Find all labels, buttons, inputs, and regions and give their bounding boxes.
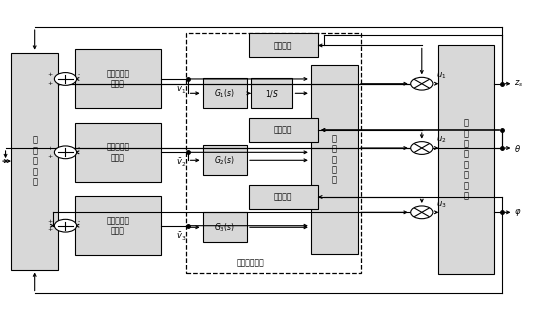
Text: $G_1(s)$: $G_1(s)$ bbox=[214, 87, 235, 100]
Circle shape bbox=[54, 73, 77, 85]
Text: 支持向量机逆: 支持向量机逆 bbox=[237, 258, 265, 267]
Text: 内部模型: 内部模型 bbox=[274, 125, 292, 135]
Text: +: + bbox=[48, 146, 53, 151]
Text: 侧偈角速度
调节器: 侧偈角速度 调节器 bbox=[107, 143, 129, 162]
Circle shape bbox=[411, 142, 433, 154]
Text: $u_1$: $u_1$ bbox=[436, 70, 446, 81]
Bar bbox=[75, 49, 161, 108]
Text: -: - bbox=[78, 219, 80, 224]
Text: +: + bbox=[48, 80, 53, 85]
Bar bbox=[251, 78, 292, 108]
Text: $\bar{v}_1$: $\bar{v}_1$ bbox=[176, 84, 186, 96]
Bar bbox=[203, 212, 247, 242]
Text: +: + bbox=[48, 227, 53, 232]
Text: 内部模型: 内部模型 bbox=[274, 192, 292, 202]
Text: $\varphi$: $\varphi$ bbox=[514, 207, 522, 218]
Text: 俰仰角速度
调节器: 俰仰角速度 调节器 bbox=[107, 216, 129, 235]
Text: -: - bbox=[78, 146, 80, 151]
Text: $1/S$: $1/S$ bbox=[265, 88, 279, 99]
Bar bbox=[203, 78, 247, 108]
Text: $z_s$: $z_s$ bbox=[514, 78, 524, 89]
Text: $\theta$: $\theta$ bbox=[514, 143, 522, 153]
Bar bbox=[11, 53, 58, 270]
Bar bbox=[75, 196, 161, 255]
Circle shape bbox=[54, 219, 77, 232]
Text: 整
车
主
动
悬
架
系
统: 整 车 主 动 悬 架 系 统 bbox=[463, 119, 469, 200]
Text: 协
调
控
制
器: 协 调 控 制 器 bbox=[32, 136, 37, 186]
Text: $G_2(s)$: $G_2(s)$ bbox=[214, 154, 235, 167]
Text: $G_3(s)$: $G_3(s)$ bbox=[214, 221, 235, 234]
Bar bbox=[203, 145, 247, 175]
Circle shape bbox=[411, 206, 433, 219]
Text: +: + bbox=[48, 154, 53, 159]
Text: $\bar{v}_3$: $\bar{v}_3$ bbox=[175, 230, 186, 243]
Circle shape bbox=[411, 77, 433, 90]
Text: 支
持
向
量
机: 支 持 向 量 机 bbox=[332, 134, 337, 185]
Bar bbox=[249, 185, 318, 209]
Text: +: + bbox=[48, 219, 53, 224]
Text: -: - bbox=[78, 72, 80, 77]
Bar bbox=[249, 33, 318, 57]
Bar bbox=[186, 33, 361, 273]
Bar bbox=[75, 123, 161, 182]
Text: $u_3$: $u_3$ bbox=[436, 199, 446, 210]
Bar bbox=[249, 118, 318, 142]
Text: 垂直加速度
调节器: 垂直加速度 调节器 bbox=[107, 69, 129, 89]
Text: $u_2$: $u_2$ bbox=[436, 135, 446, 145]
Text: 内部模型: 内部模型 bbox=[274, 41, 292, 50]
Bar bbox=[438, 45, 494, 274]
Circle shape bbox=[54, 146, 77, 159]
Bar bbox=[311, 65, 358, 254]
Text: +: + bbox=[48, 72, 53, 77]
Text: $\bar{v}_2$: $\bar{v}_2$ bbox=[176, 157, 186, 169]
